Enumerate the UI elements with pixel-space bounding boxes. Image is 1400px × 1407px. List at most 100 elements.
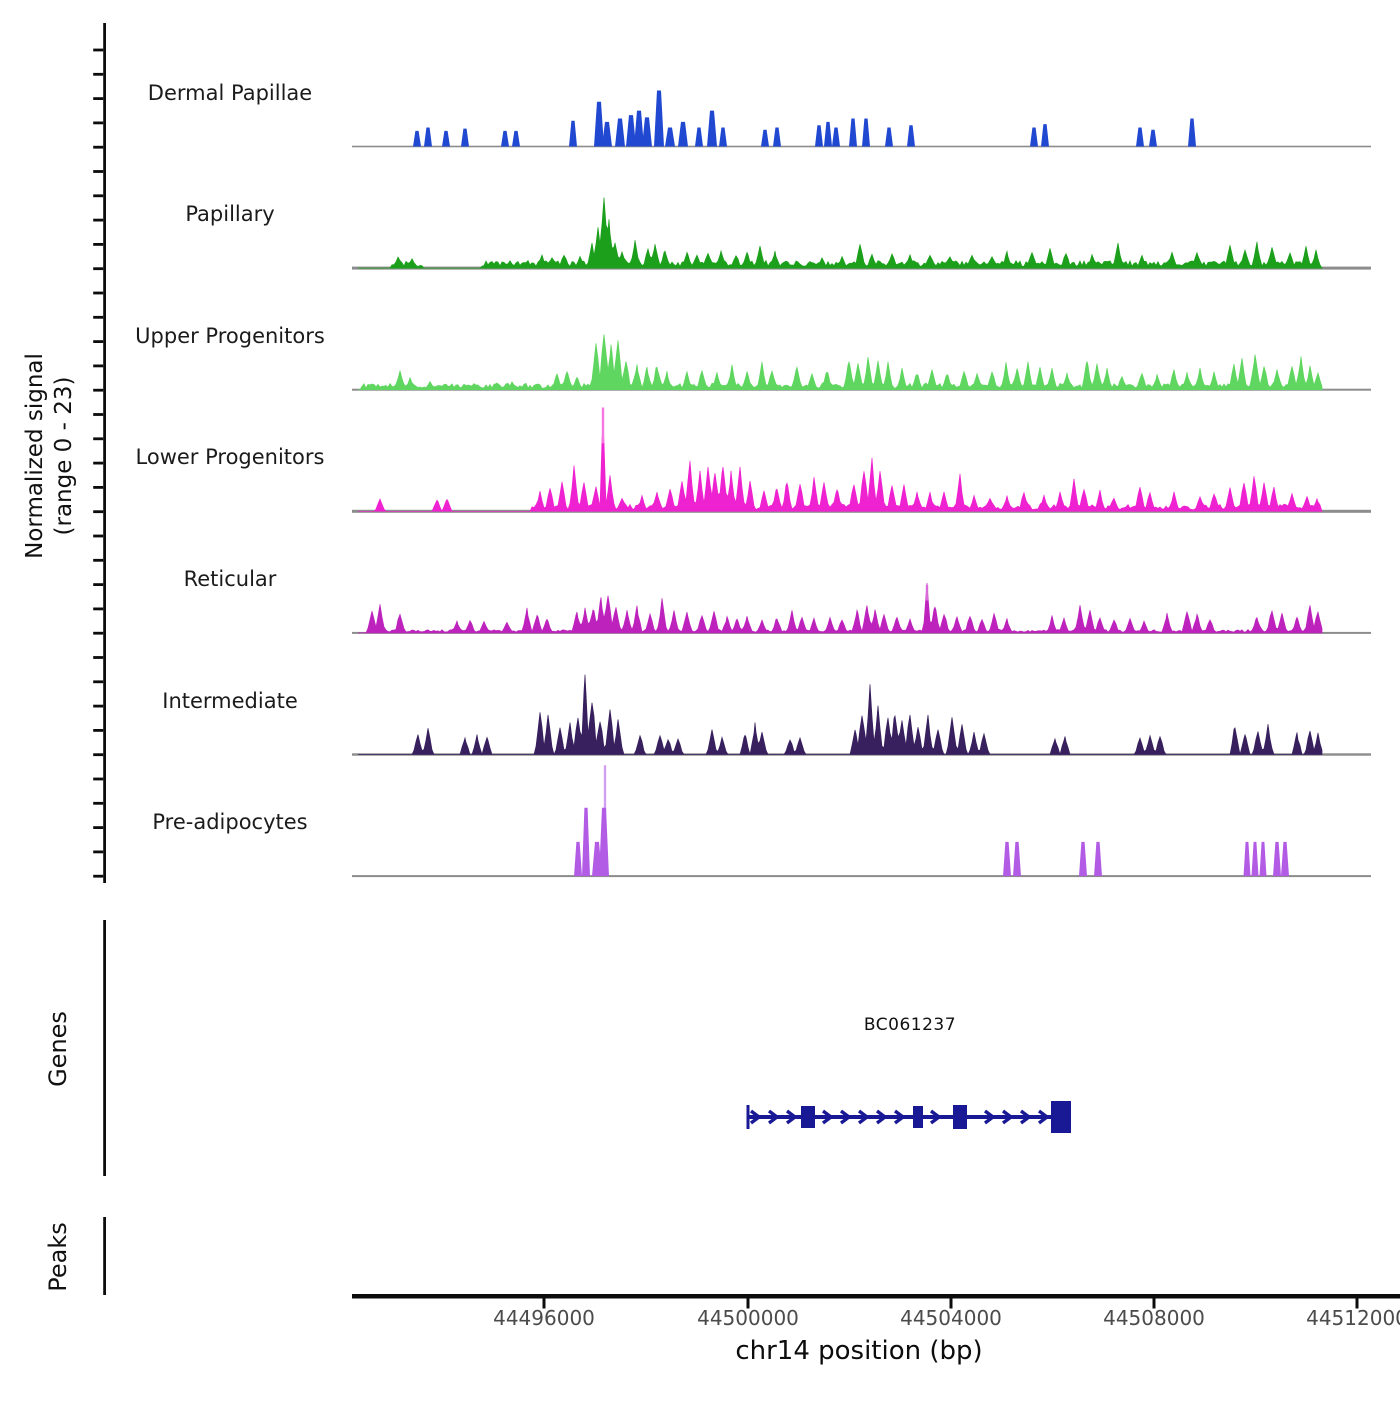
signal-axis-tick [93,801,104,805]
gene-strand-arrow [821,1109,834,1125]
signal-bar [413,130,421,147]
signal-axis-tick [93,461,104,465]
gene-start-tick [746,1105,750,1129]
signal-bar [582,807,590,877]
signal-bar [626,115,636,147]
x-tick-label-44508000: 44508000 [1103,1306,1205,1330]
signal-axis-tick [93,850,104,854]
signal-bar [695,127,703,147]
signal-axis-tick [93,607,104,611]
peaks-section-label: Peaks [44,1222,72,1292]
signal-bar [442,130,450,147]
signal-bar [1136,127,1144,147]
gene-exon [953,1105,967,1129]
gene-exon [801,1106,815,1128]
track-label-papillary: Papillary [185,202,275,227]
signal-bar [773,127,781,147]
signal-bar [512,130,520,147]
track-label-pre-adipocytes: Pre-adipocytes [152,810,308,835]
gene-strand-arrow [767,1109,780,1125]
x-axis-tick [1355,1298,1359,1309]
signal-bar [569,120,577,147]
signal-axis-tick [93,267,104,271]
track-signal [358,674,1323,756]
signal-bar [1030,127,1038,147]
signal-axis-tick [93,194,104,198]
gene-body-line [748,1115,1071,1119]
signal-spike [601,407,605,444]
gene-strand-arrow [1019,1109,1032,1125]
signal-axis-tick [93,656,104,659]
gene-strand-arrow [857,1109,870,1125]
signal-bar [501,130,509,147]
signal-bar [665,127,675,147]
x-tick-label-44500000: 44500000 [697,1306,799,1330]
signal-spike [925,585,929,601]
signal-axis-tick [93,291,104,295]
signal-bar [707,110,717,147]
signal-bar [1251,841,1259,877]
signal-bar [907,125,915,147]
signal-bar [761,129,769,147]
signal-bar [849,118,857,147]
signal-axis-tick [93,340,104,343]
signal-bar [594,101,604,147]
signal-axis-tick [93,48,104,52]
signal-axis-tick [93,437,104,441]
x-axis-line [352,1294,1400,1299]
track-dermal-papillae [352,90,1371,148]
signal-bar [1149,129,1157,147]
signal-axis-tick [93,631,104,635]
signal-axis-tick [93,583,104,586]
signal-bar [678,121,688,147]
signal-axis-tick [93,486,104,489]
y-axis-label-line1: Normalized signal [22,353,48,559]
gene-strand-arrow [893,1109,906,1125]
signal-bar [832,127,840,147]
signal-axis-tick [93,874,104,878]
signal-axis-tick [93,680,104,684]
x-tick-label-44504000: 44504000 [900,1306,1002,1330]
track-label-reticular: Reticular [183,566,277,591]
signal-bar [424,127,432,147]
track-upper-progenitors [352,334,1371,391]
x-axis-tick [949,1298,953,1309]
x-axis-tick [746,1298,750,1309]
signal-bar [1188,118,1196,147]
gene-strand-arrow [839,1109,852,1125]
track-label-intermediate: Intermediate [162,688,298,713]
gene-strand-arrow [983,1109,996,1125]
genes-axis-line [103,920,106,1176]
signal-bar [1273,841,1281,877]
gene-model-bc061237 [746,1101,1071,1133]
track-baseline [352,145,1371,148]
x-tick-label-44512000: 44512000 [1306,1306,1400,1330]
track-reticular [352,582,1371,634]
signal-bar [815,125,823,147]
track-label-lower-progenitors: Lower Progenitors [135,445,325,470]
signal-bar [461,128,469,147]
y-axis-label: Normalized signal (range 0 - 23) [21,16,83,896]
signal-axis-line [103,23,106,883]
signal-axis-tick [93,315,104,319]
gene-strand-arrow [1001,1109,1014,1125]
signal-axis-tick [93,510,104,514]
signal-bar [1003,841,1011,877]
track-signal [358,334,1323,391]
signal-axis-tick [93,558,104,562]
signal-bar [824,121,832,147]
track-lower-progenitors [352,407,1371,513]
signal-axis-tick [93,72,104,76]
track-baseline [352,875,1371,878]
signal-axis-tick [93,534,104,538]
signal-axis-tick [93,826,104,829]
signal-bar [1281,841,1289,877]
track-label-upper-progenitors: Upper Progenitors [135,323,325,348]
signal-axis-tick [93,243,104,246]
signal-axis-tick [93,777,104,781]
signal-bar [885,127,893,147]
signal-axis-tick [93,218,104,222]
signal-axis-tick [93,364,104,368]
